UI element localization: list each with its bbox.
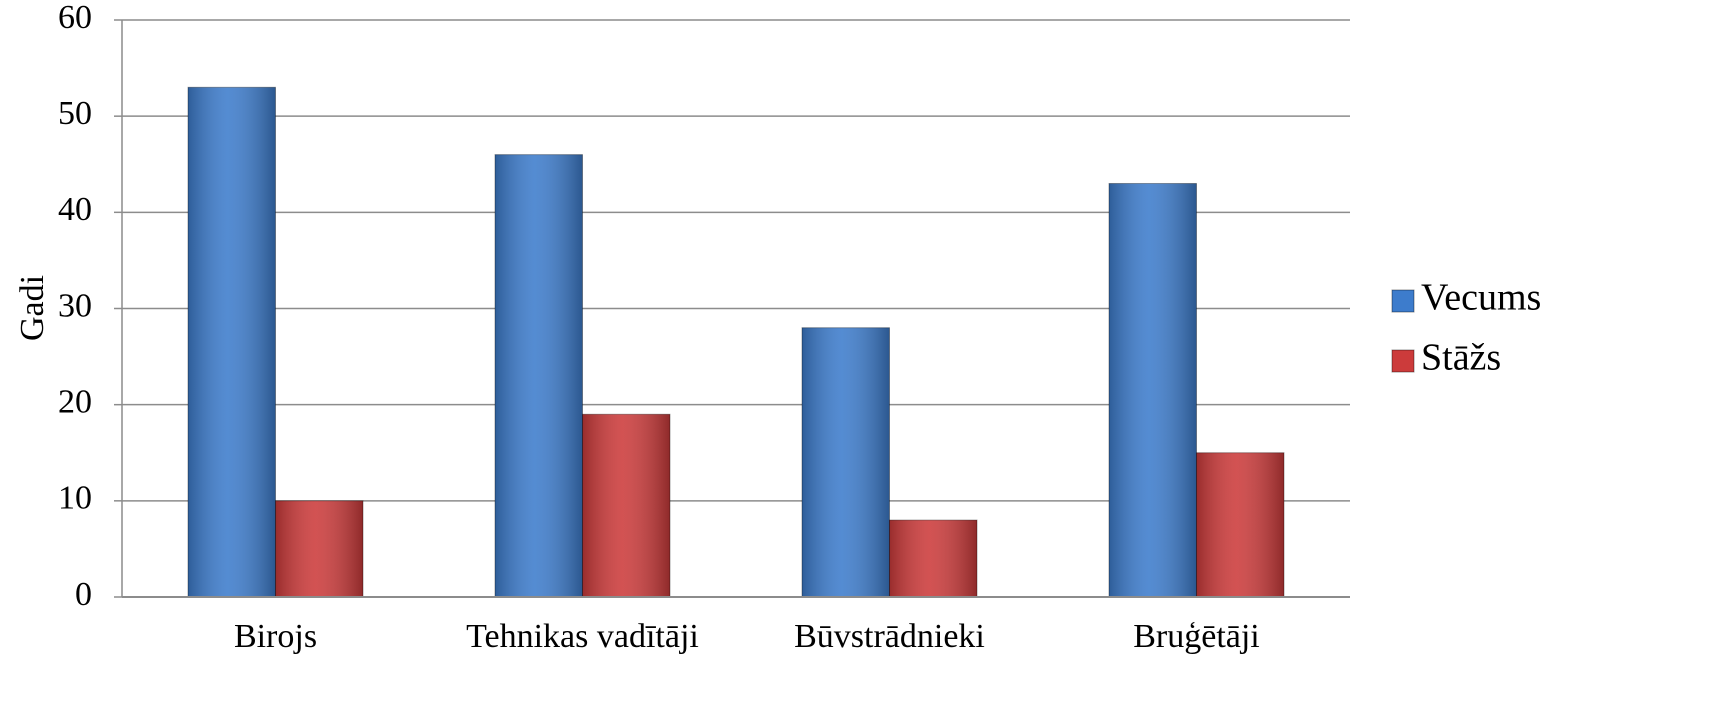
y-tick-label: 30 <box>58 287 92 324</box>
legend-label: Stāžs <box>1421 337 1501 379</box>
y-axis-label: Gadi <box>14 275 51 341</box>
bar-shade <box>1196 452 1284 597</box>
bar-shade <box>495 154 583 597</box>
x-tick-label: Tehnikas vadītāji <box>466 618 699 655</box>
y-tick-label: 40 <box>58 191 92 228</box>
bar-shade <box>188 87 276 598</box>
x-tick-label: Birojs <box>234 618 317 655</box>
bar-shade <box>275 500 363 597</box>
y-tick-label: 20 <box>58 383 92 420</box>
bar-shade <box>802 327 890 597</box>
bar-shade <box>1109 183 1197 597</box>
x-tick-label: Bruģētāji <box>1133 618 1260 655</box>
legend-swatch <box>1391 289 1415 313</box>
y-tick-label: 50 <box>58 95 92 132</box>
x-tick-label: Būvstrādnieki <box>794 618 985 655</box>
y-tick-label: 60 <box>58 0 92 36</box>
bar-shade <box>889 520 977 597</box>
bar-shade <box>582 414 670 597</box>
y-tick-label: 0 <box>75 576 92 613</box>
y-tick-label: 10 <box>58 480 92 517</box>
legend-swatch <box>1391 349 1415 373</box>
legend-label: Vecums <box>1421 277 1541 319</box>
